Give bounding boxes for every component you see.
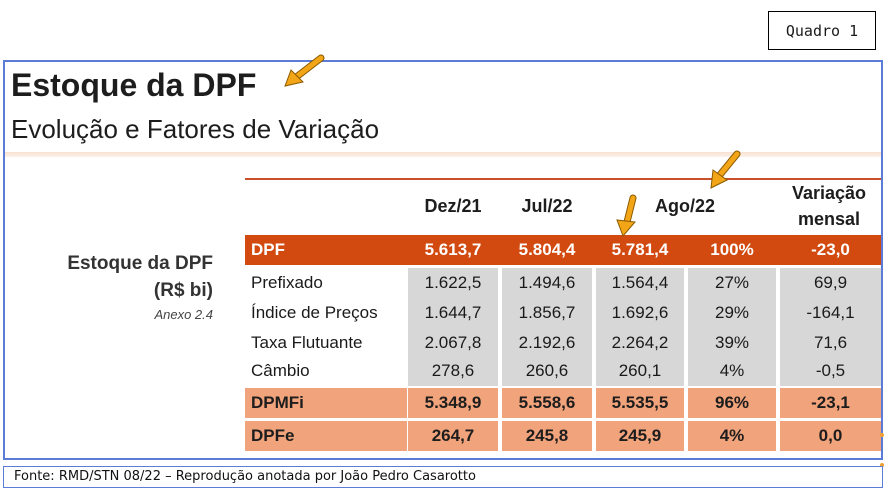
cell-jul22: 1.856,7 [502,298,592,328]
source-footer: Fonte: RMD/STN 08/22 – Reprodução anotad… [3,466,883,488]
header-ago22: Ago/22 [654,196,715,216]
cell-variacao: 71,6 [780,328,881,358]
row-label: Taxa Flutuante [251,333,363,352]
cell-variacao: -23,1 [780,388,881,418]
cell-share: 29% [688,298,776,328]
annotation-arrow-icon [616,194,637,237]
cell-share: 4% [688,356,776,386]
cell-ago22: 5.535,5 [596,388,684,418]
cell-dez21: 264,7 [408,421,498,451]
table-row-taxa-flutuante: Taxa Flutuante 2.067,8 2.192,6 2.264,2 3… [245,328,881,358]
cell-jul22: 2.192,6 [502,328,592,358]
cell-ago22: 260,1 [596,356,684,386]
cell-dez21: 278,6 [408,356,498,386]
cell-share: 100% [710,240,754,259]
cell-variacao: 0,0 [780,421,881,451]
table-top-rule [245,178,881,180]
cell-jul22: 260,6 [502,356,592,386]
row-label: DPMFi [245,388,407,418]
cell-ago22: 5.781,4 [611,240,669,259]
cell-jul22: 5.804,4 [518,240,576,259]
slide-panel: Estoque da DPF Evolução e Fatores de Var… [3,54,883,460]
cell-variacao: 69,9 [780,268,881,298]
cell-variacao: -23,0 [811,240,850,259]
header-variacao-line2: mensal [797,209,861,229]
row-label: Câmbio [251,361,310,380]
cell-share: 39% [688,328,776,358]
cell-jul22: 245,8 [502,421,592,451]
cell-share: 96% [688,388,776,418]
cell-jul22: 5.558,6 [502,388,592,418]
annotation-arrow-icon [710,150,741,189]
cell-dez21: 1.644,7 [408,298,498,328]
table-row-dpmfi: DPMFi 5.348,9 5.558,6 5.535,5 96% -23,1 [245,388,881,418]
title-divider [5,152,881,157]
cell-ago22: 1.692,6 [596,298,684,328]
header-variacao: Variação mensal [777,180,881,232]
cell-share: 27% [688,268,776,298]
cell-jul22: 1.494,6 [502,268,592,298]
quadro-label: Quadro 1 [768,11,876,50]
header-dez21: Dez/21 [424,196,482,216]
header-variacao-line1: Variação [791,183,867,203]
side-label-line2: (R$ bi) [153,280,213,301]
side-note: Anexo 2.4 [154,307,213,322]
table-row-prefixado: Prefixado 1.622,5 1.494,6 1.564,4 27% 69… [245,268,881,298]
row-label: Prefixado [251,273,323,292]
row-label: Índice de Preços [251,303,378,322]
cell-variacao: -0,5 [780,356,881,386]
cell-ago22: 1.564,4 [596,268,684,298]
table-row-dpfe: DPFe 264,7 245,8 245,9 4% 0,0 [245,421,881,451]
table-row-indice-precos: Índice de Preços 1.644,7 1.856,7 1.692,6… [245,298,881,328]
slide-title: Estoque da DPF [11,67,257,103]
side-label: Estoque da DPF (R$ bi) [5,250,213,304]
header-jul22: Jul/22 [521,196,573,216]
row-label: DPFe [245,421,407,451]
annotation-arrow-icon [284,54,325,87]
decorative-dot [880,463,884,467]
row-label: DPF [251,240,285,259]
cell-ago22: 2.264,2 [596,328,684,358]
cell-share: 4% [688,421,776,451]
cell-dez21: 1.622,5 [408,268,498,298]
cell-variacao: -164,1 [780,298,881,328]
side-label-line1: Estoque da DPF [67,253,213,274]
decorative-dot [880,433,884,437]
slide-subtitle: Evolução e Fatores de Variação [11,114,380,144]
table-row-dpf: DPF 5.613,7 5.804,4 5.781,4 100% -23,0 [245,235,881,265]
cell-dez21: 5.348,9 [408,388,498,418]
cell-dez21: 2.067,8 [408,328,498,358]
table-row-cambio: Câmbio 278,6 260,6 260,1 4% -0,5 [245,356,881,386]
cell-dez21: 5.613,7 [424,240,482,259]
cell-ago22: 245,9 [596,421,684,451]
